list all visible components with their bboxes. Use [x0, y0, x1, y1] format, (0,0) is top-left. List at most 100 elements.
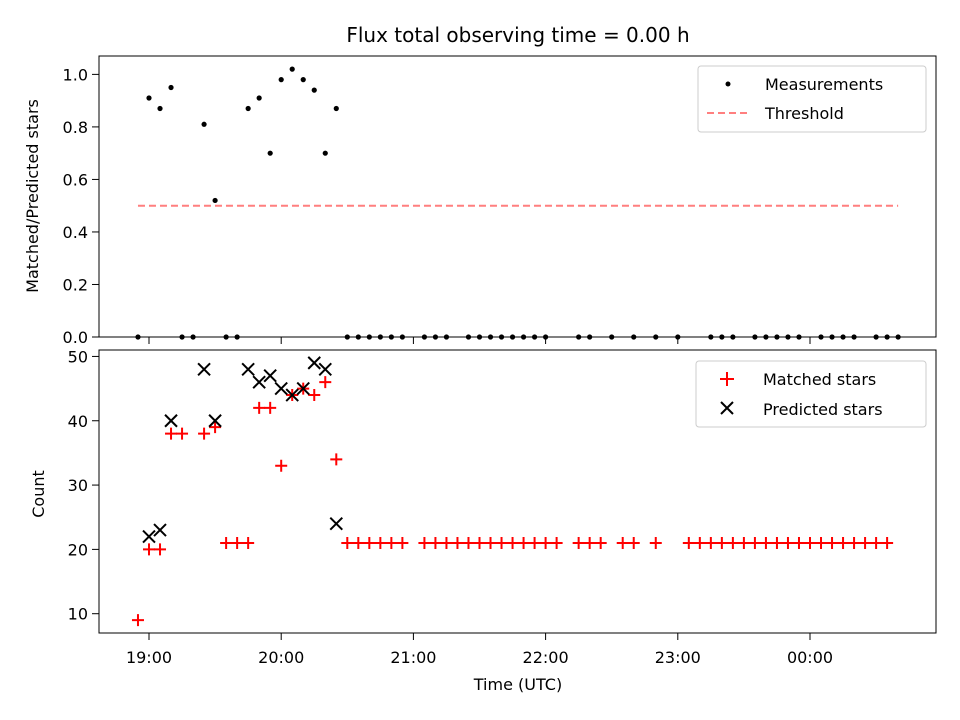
- ratio-y-tick-label: 0.8: [63, 118, 88, 137]
- predicted-star-point: [153, 523, 167, 537]
- measurements-legend-label: Measurements: [765, 75, 883, 94]
- count-plot-area: [131, 356, 894, 627]
- ratio-y-tick-label: 0.0: [63, 328, 88, 347]
- matched-star-point: [881, 536, 894, 549]
- ratio-panel: 0.0 0.2 0.4 0.6 0.8 1.0 Matched/Predicted sta…: [23, 55, 937, 347]
- matched-star-point: [693, 536, 706, 549]
- ratio-legend-frame: [697, 65, 927, 133]
- ratio-y-tick-label: 0.4: [63, 223, 88, 242]
- matched-star-point: [837, 536, 850, 549]
- matched-star-point: [154, 543, 167, 556]
- figure-title: Flux total observing time = 0.00 h: [346, 23, 689, 47]
- matched-star-point: [748, 536, 761, 549]
- predicted-star-point: [263, 369, 277, 383]
- predicted-star-point: [164, 414, 178, 428]
- matched-star-point: [220, 536, 233, 549]
- matched-star-point: [275, 459, 288, 472]
- matched-star-point: [826, 536, 839, 549]
- ratio-axes-frame: [98, 55, 937, 338]
- predicted-star-point: [252, 375, 266, 389]
- count-axes: 10 20 30 40 50 19:00 20:00 21:00 22:00 23:00 00:00: [68, 347, 833, 667]
- ratio-y-axis-title: Matched/Predicted stars: [23, 99, 42, 293]
- matched-star-point: [374, 536, 387, 549]
- matched-star-point: [253, 401, 266, 414]
- predicted-star-point: [307, 356, 321, 370]
- matched-star-point: [165, 427, 178, 440]
- ratio-y-axis: 0.0 0.2 0.4 0.6 0.8 1.0: [63, 65, 811, 347]
- measurement-point: [256, 95, 262, 101]
- matched-star-point: [649, 536, 662, 549]
- measurement-point: [267, 150, 273, 156]
- matched-star-point: [440, 536, 453, 549]
- measurement-point: [168, 84, 174, 91]
- ratio-y-tick-label: 0.2: [63, 275, 88, 294]
- count-y-tick-label: 50: [68, 347, 88, 366]
- matched-star-point: [176, 427, 189, 440]
- measurement-point: [300, 77, 306, 83]
- matched-star-point: [770, 536, 783, 549]
- matched-star-point: [539, 536, 552, 549]
- matched-star-point: [726, 536, 739, 549]
- matched-star-point: [352, 536, 365, 549]
- count-x-tick-label: 23:00: [655, 648, 701, 667]
- matched-star-point: [484, 536, 497, 549]
- measurement-point: [157, 105, 163, 112]
- matched-star-point: [517, 536, 530, 549]
- measurement-point: [322, 150, 328, 156]
- measurement-point: [146, 95, 152, 101]
- matched-star-point: [715, 536, 728, 549]
- measurement-point: [289, 66, 295, 72]
- measurement-point: [278, 77, 284, 83]
- count-x-tick-label: 20:00: [258, 648, 304, 667]
- matched-star-point: [682, 536, 695, 549]
- matched-star-point: [870, 536, 883, 549]
- matched-star-point: [429, 536, 442, 549]
- matched-star-point: [451, 536, 464, 549]
- matched-star-point: [198, 427, 211, 440]
- predicted-legend-label: Predicted stars: [763, 400, 883, 419]
- predicted-star-point: [274, 381, 288, 396]
- matched-star-point: [462, 536, 475, 549]
- matched-star-point: [737, 536, 750, 549]
- ratio-y-tick-label: 1.0: [63, 65, 88, 84]
- threshold-legend-label: Threshold: [764, 104, 844, 123]
- matched-star-point: [506, 536, 519, 549]
- predicted-star-point: [296, 381, 310, 396]
- count-x-tick-label: 19:00: [126, 648, 172, 667]
- matched-legend-label: Matched stars: [763, 370, 876, 389]
- matched-star-point: [583, 536, 596, 549]
- matched-star-point: [330, 453, 343, 466]
- count-panel: 10 20 30 40 50 19:00 20:00 21:00 22:00 23:00 00:00…: [29, 347, 937, 694]
- count-legend-frame: [695, 360, 927, 428]
- count-x-axis-title: Time (UTC): [473, 675, 562, 694]
- matched-star-point: [143, 543, 155, 556]
- matched-star-point: [804, 536, 816, 549]
- matched-star-point: [242, 536, 255, 549]
- predicted-star-point: [329, 516, 343, 531]
- predicted-legend-marker: [720, 401, 734, 415]
- predicted-star-point: [241, 362, 255, 377]
- count-x-tick-label: 00:00: [787, 648, 833, 667]
- matched-star-point: [572, 536, 585, 549]
- predicted-star-point: [197, 362, 211, 377]
- matched-star-point: [792, 536, 805, 549]
- measurement-point: [245, 105, 251, 112]
- measurement-point: [333, 105, 339, 112]
- matched-star-point: [131, 614, 144, 627]
- count-x-tick-label: 22:00: [523, 648, 569, 667]
- count-y-tick-label: 40: [68, 412, 88, 431]
- matched-star-point: [473, 536, 486, 549]
- ratio-y-tick-label: 0.6: [63, 170, 88, 189]
- count-y-tick-label: 10: [68, 605, 88, 624]
- matched-star-point: [264, 401, 277, 414]
- count-legend: Matched stars Predicted stars: [695, 360, 927, 428]
- matched-star-point: [704, 536, 717, 549]
- matched-legend-marker: [720, 372, 734, 386]
- matched-star-point: [848, 536, 861, 549]
- predicted-star-point: [208, 414, 222, 428]
- matched-star-point: [341, 536, 354, 549]
- measurements-legend-marker: [725, 81, 731, 87]
- matched-star-point: [594, 536, 607, 549]
- matched-star-point: [815, 536, 828, 549]
